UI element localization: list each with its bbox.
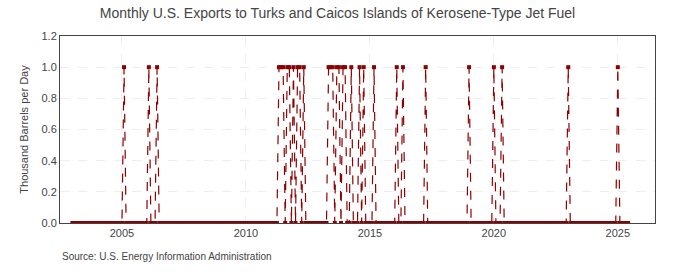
svg-text:0.2: 0.2: [42, 186, 57, 198]
svg-text:2010: 2010: [234, 227, 258, 239]
svg-text:2020: 2020: [482, 227, 506, 239]
svg-text:2005: 2005: [110, 227, 134, 239]
svg-text:1.2: 1.2: [42, 30, 57, 42]
svg-text:2015: 2015: [358, 227, 382, 239]
svg-text:0.0: 0.0: [42, 217, 57, 229]
svg-text:2025: 2025: [606, 227, 630, 239]
svg-text:0.6: 0.6: [42, 123, 57, 135]
svg-text:Monthly U.S. Exports to Turks: Monthly U.S. Exports to Turks and Caicos…: [100, 5, 575, 21]
svg-text:0.8: 0.8: [42, 92, 57, 104]
svg-text:1.0: 1.0: [42, 61, 57, 73]
svg-text:0.4: 0.4: [42, 155, 57, 167]
svg-text:Thousand Barrels per Day: Thousand Barrels per Day: [18, 65, 30, 194]
svg-text:Source: U.S. Energy Informatio: Source: U.S. Energy Information Administ…: [62, 251, 272, 262]
